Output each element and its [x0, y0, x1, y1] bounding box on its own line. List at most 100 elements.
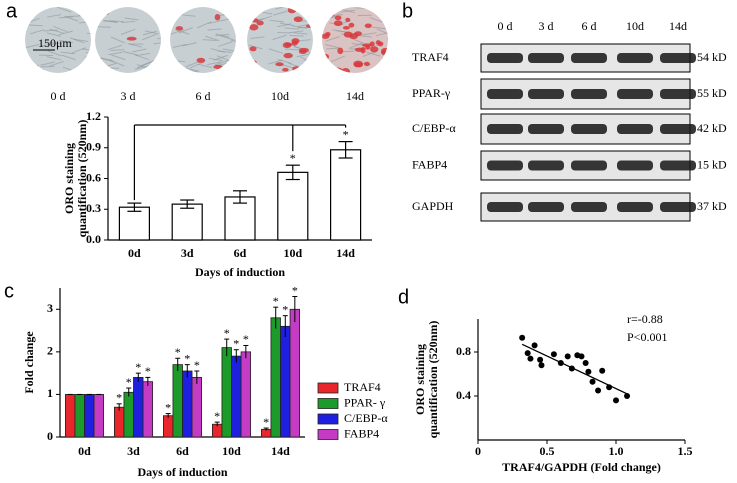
bar: [93, 394, 105, 438]
error-bar: [338, 141, 353, 159]
cell-fiber: [58, 30, 73, 36]
error-bar: [165, 413, 171, 418]
cell-fiber: [108, 51, 123, 56]
cell-fiber: [86, 32, 91, 37]
panel-label: d: [398, 286, 409, 308]
cell-fiber: [322, 9, 337, 16]
lipid-droplet: [175, 26, 184, 31]
blot-band: [617, 124, 653, 134]
y-tick-label: 0.8: [456, 344, 471, 358]
panel-label: b: [402, 0, 413, 22]
cell-fiber: [377, 28, 388, 36]
fit-line: [521, 343, 628, 395]
lipid-droplet: [230, 8, 236, 13]
cell-fiber: [111, 54, 126, 61]
cell-fiber: [382, 54, 388, 60]
significance: *: [273, 294, 279, 308]
lipid-droplet: [322, 33, 330, 39]
cell-fiber: [366, 51, 381, 57]
cell-fiber: [205, 35, 220, 42]
point: [564, 353, 571, 360]
point: [595, 387, 602, 394]
cell-fiber: [210, 48, 226, 53]
error-bar: [233, 190, 247, 204]
significance: *: [290, 151, 296, 165]
cell-fiber: [134, 65, 150, 70]
error-bar: [224, 338, 230, 357]
cell-fiber: [144, 30, 160, 35]
cell-fiber: [96, 26, 111, 28]
cell-fiber: [82, 13, 91, 19]
bar: [118, 206, 151, 241]
cell-fiber: [185, 67, 200, 72]
cell-fiber: [369, 17, 384, 23]
cell-fiber: [53, 25, 68, 33]
error-bar: [175, 357, 181, 372]
cell-fiber: [30, 68, 45, 73]
cell-fiber: [257, 15, 272, 22]
cell-fiber: [170, 28, 185, 35]
lipid-droplet: [348, 22, 355, 28]
lipid-droplet: [282, 67, 289, 72]
cell-fiber: [109, 20, 124, 23]
blot-band: [571, 202, 607, 212]
error-bar: [263, 427, 269, 431]
blot-band: [660, 124, 696, 134]
cell-fiber: [28, 24, 43, 27]
bar: [142, 381, 154, 438]
lane-label: 10d: [626, 19, 644, 33]
bar: [64, 394, 76, 438]
cell-fiber: [202, 39, 217, 41]
protein-label: C/EBP-α: [412, 121, 456, 135]
error-bar: [184, 364, 190, 378]
bar: [172, 364, 183, 438]
cell-fiber: [275, 7, 290, 10]
scale-bar-label: 150μm: [38, 36, 72, 50]
y-tick-label: 0: [47, 429, 53, 443]
cell-fiber: [250, 36, 265, 39]
blot-band: [660, 89, 696, 99]
cell-fiber: [372, 26, 387, 30]
y-tick-label: 3: [47, 301, 53, 315]
size-label: 54 kD: [697, 50, 727, 64]
point: [599, 367, 606, 374]
lipid-droplet: [291, 38, 300, 44]
error-bar: [135, 372, 141, 382]
panel-label: a: [6, 0, 18, 22]
cell-fiber: [121, 20, 136, 23]
cell-fiber: [153, 63, 161, 71]
y-tick-label: 0.0: [86, 232, 101, 246]
error-bar: [282, 315, 288, 337]
blot-band: [528, 202, 564, 212]
significance: *: [116, 391, 122, 405]
lipid-droplet: [334, 15, 342, 21]
blot-band: [528, 160, 564, 171]
cell-fiber: [207, 61, 222, 66]
cell-fiber: [172, 43, 188, 48]
x-tick-label: 10d: [222, 444, 241, 458]
x-tick-label: 6d: [176, 444, 189, 458]
point: [537, 356, 544, 363]
y-tick-label: 0.4: [456, 388, 471, 402]
cell-fiber: [377, 9, 388, 14]
x-tick-label: 0.5: [540, 444, 555, 458]
lipid-droplet: [214, 13, 221, 21]
cell-fiber: [182, 42, 197, 47]
cell-fiber: [207, 28, 222, 31]
significance: *: [175, 345, 181, 359]
y-tick-label: 0.6: [86, 170, 101, 184]
cell-fiber: [122, 50, 138, 56]
lipid-droplet: [170, 7, 177, 13]
annotation: P<0.001: [627, 330, 667, 344]
cell-fiber: [284, 48, 299, 51]
micrograph-bg: [25, 7, 91, 73]
lane-label: 3 d: [539, 19, 554, 33]
micrograph: [247, 7, 313, 73]
cell-fiber: [61, 54, 76, 61]
lipid-droplet: [375, 40, 381, 45]
legend-label: TRAF4: [344, 380, 381, 394]
lipid-droplet: [179, 7, 187, 12]
blot-band: [617, 160, 653, 171]
lipid-droplet: [326, 64, 335, 71]
cell-fiber: [135, 53, 151, 56]
